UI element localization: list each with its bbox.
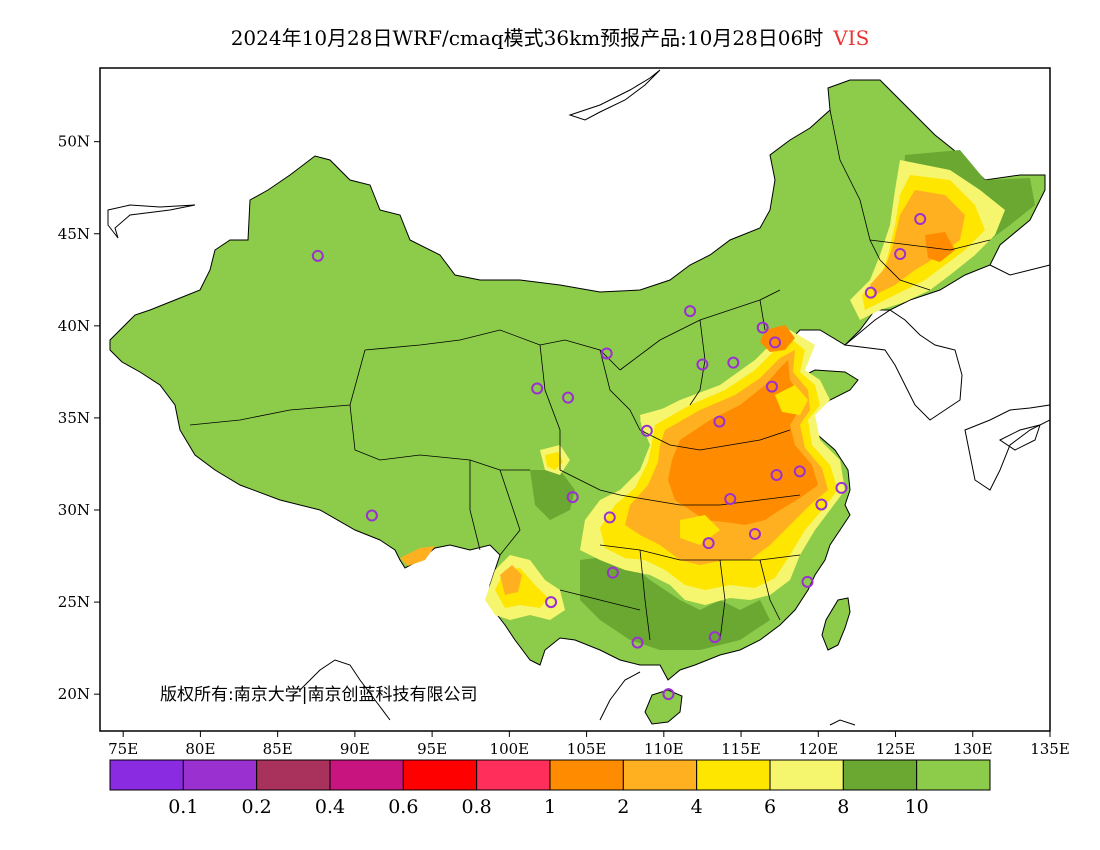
station-marker [545, 596, 558, 609]
lat-label: 45N [58, 225, 90, 243]
map-frame [99, 67, 1051, 732]
colorbar-labels: 0.1 0.2 0.4 0.6 0.8 1 2 4 6 8 10 [168, 796, 929, 818]
vis-light-orange-region-tibet-border [400, 546, 435, 566]
station-marker [311, 249, 324, 262]
vis-light-orange-region-northeast [870, 190, 965, 295]
colorbar-swatch [476, 759, 551, 791]
hainan-island [644, 689, 683, 725]
station-marker [770, 469, 783, 482]
colorbar-label: 1 [544, 796, 556, 818]
colorbar-swatch [696, 759, 771, 791]
colorbar-label: 0.4 [315, 796, 345, 818]
colorbar-label: 6 [764, 796, 776, 818]
station-marker [684, 305, 697, 318]
colorbar-swatch [256, 759, 331, 791]
vis-orange-region-northeast [925, 232, 955, 262]
colorbar-label: 4 [691, 796, 703, 818]
colorbar-label: 0.8 [462, 796, 492, 818]
title-text: 2024年10月28日WRF/cmaq模式36km预报产品:10月28日06时 [230, 26, 824, 50]
station-marker [801, 575, 814, 588]
colorbar-label: 0.2 [242, 796, 272, 818]
colorbar-swatch [842, 759, 918, 791]
lat-label: 50N [58, 133, 90, 151]
station-marker [815, 498, 828, 511]
colorbar-swatch [109, 759, 184, 791]
lon-label: 90E [340, 740, 370, 758]
neighbor-coastlines [107, 69, 1051, 726]
lon-label: 80E [185, 740, 215, 758]
latitude-labels: 50N 45N 40N 35N 30N 25N 20N [58, 133, 100, 703]
lon-label: 95E [417, 740, 447, 758]
colorbar-label: 2 [617, 796, 629, 818]
station-marker [562, 391, 575, 404]
station-markers [311, 213, 927, 701]
province-boundaries [189, 109, 991, 641]
station-marker [748, 527, 761, 540]
lon-label: 135E [1030, 740, 1070, 758]
colorbar-swatch [329, 759, 404, 791]
colorbar [109, 759, 991, 791]
lon-label: 130E [953, 740, 993, 758]
station-marker [531, 382, 544, 395]
lat-label: 40N [58, 317, 90, 335]
taiwan-island [821, 597, 851, 651]
colorbar-label: 10 [905, 796, 929, 818]
station-marker [702, 537, 715, 550]
station-marker [727, 356, 740, 369]
lon-label: 115E [721, 740, 761, 758]
station-marker [894, 248, 907, 261]
map-title: 2024年10月28日WRF/cmaq模式36km预报产品:10月28日06时 V… [0, 22, 1100, 51]
station-marker [365, 509, 378, 522]
lat-label: 30N [58, 501, 90, 519]
station-marker [769, 336, 782, 349]
lon-label: 105E [567, 740, 607, 758]
vis-yellow-patch-shandong [775, 385, 808, 415]
station-marker [914, 213, 927, 226]
lon-label: 120E [798, 740, 838, 758]
colorbar-label: 0.6 [388, 796, 418, 818]
colorbar-swatch [402, 759, 478, 791]
lon-label: 100E [490, 740, 530, 758]
title-variable: VIS [833, 26, 870, 50]
lat-label: 20N [58, 685, 90, 703]
vis-yellow-region-sichuan [545, 452, 563, 470]
station-marker [793, 465, 806, 478]
station-marker [724, 492, 737, 505]
station-marker [603, 511, 616, 524]
vis-dark-green-region-south [580, 555, 770, 650]
station-marker [756, 321, 769, 334]
copyright-notice: 版权所有:南京大学|南京创蓝科技有限公司 [160, 685, 478, 705]
colorbar-swatch [769, 759, 844, 791]
lat-label: 35N [58, 409, 90, 427]
station-marker [696, 358, 709, 371]
colorbar-swatch [916, 759, 991, 791]
station-marker [708, 631, 721, 644]
station-marker [606, 566, 619, 579]
lon-label: 125E [876, 740, 916, 758]
colorbar-label: 8 [837, 796, 849, 818]
vis-dark-green-region-sichuan [530, 470, 575, 520]
station-marker [600, 347, 613, 360]
station-marker [640, 424, 653, 437]
lat-label: 25N [58, 593, 90, 611]
station-marker [662, 688, 675, 701]
colorbar-label: 0.1 [168, 796, 198, 818]
station-marker [864, 286, 877, 299]
station-marker [566, 491, 579, 504]
station-marker [765, 380, 778, 393]
longitude-labels: 75E 80E 85E 90E 95E 100E 105E 110E 115E 120E 125E 1… [108, 731, 1070, 758]
station-marker [835, 481, 848, 494]
colorbar-swatch [549, 759, 624, 791]
station-marker [713, 415, 726, 428]
lon-label: 110E [644, 740, 684, 758]
colorbar-swatch [182, 759, 258, 791]
station-marker [631, 636, 644, 649]
colorbar-swatch [622, 759, 698, 791]
lon-label: 85E [263, 740, 293, 758]
vis-light-orange-region-yunnan [500, 565, 522, 595]
lon-label: 75E [108, 740, 138, 758]
